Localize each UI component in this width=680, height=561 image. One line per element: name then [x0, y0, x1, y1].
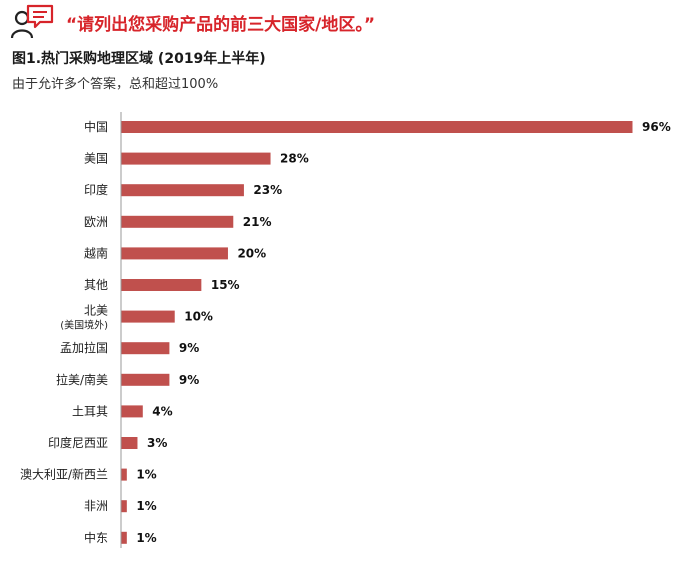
survey-question: “请列出您采购产品的前三大国家/地区。” — [66, 15, 376, 35]
category-label: 中国 — [84, 119, 108, 134]
value-label: 15% — [211, 278, 240, 292]
chart-title: 图1.热门采购地理区域 (2019年上半年) — [12, 51, 266, 67]
chart-subtitle: 由于允许多个答案，总和超过100% — [12, 77, 219, 92]
value-label: 1% — [136, 531, 156, 545]
category-label: 其他 — [84, 278, 108, 292]
category-label: 越南 — [84, 245, 108, 260]
category-label: 拉美/南美 — [56, 372, 108, 387]
value-label: 28% — [280, 152, 309, 166]
value-label: 3% — [147, 436, 167, 450]
bar — [121, 500, 127, 513]
value-label: 9% — [179, 341, 199, 355]
value-label: 96% — [642, 120, 671, 134]
value-label: 23% — [253, 183, 282, 197]
bar — [121, 405, 143, 418]
value-label: 10% — [184, 310, 213, 324]
bar — [121, 531, 127, 544]
category-label: 孟加拉国 — [60, 340, 108, 355]
category-label: 印度 — [84, 182, 108, 197]
value-label: 9% — [179, 373, 199, 387]
category-label: 美国 — [84, 152, 108, 166]
category-label: 欧洲 — [84, 215, 108, 229]
bar — [121, 437, 138, 449]
bar — [121, 184, 244, 197]
category-label: 印度尼西亚 — [48, 435, 108, 450]
bar — [121, 373, 170, 386]
value-label: 1% — [136, 499, 156, 513]
bar — [121, 279, 202, 291]
bar — [121, 121, 633, 133]
bar — [121, 215, 234, 228]
bar — [121, 247, 228, 260]
value-label: 20% — [237, 246, 266, 260]
bar — [121, 342, 170, 355]
bar — [121, 468, 127, 481]
value-label: 1% — [136, 468, 156, 482]
bar — [121, 310, 175, 323]
category-label: 非洲 — [84, 499, 108, 513]
category-label: 北美 — [84, 304, 108, 318]
bar — [121, 152, 271, 165]
user-speech-icon — [10, 4, 54, 39]
value-label: 21% — [243, 215, 272, 229]
value-label: 4% — [152, 404, 172, 418]
header: “请列出您采购产品的前三大国家/地区。” — [10, 4, 670, 40]
category-label: 澳大利亚/新西兰 — [20, 467, 108, 482]
category-label: 中东 — [84, 530, 108, 545]
category-label: 土耳其 — [72, 404, 108, 418]
category-note: (美国境外) — [60, 319, 108, 332]
